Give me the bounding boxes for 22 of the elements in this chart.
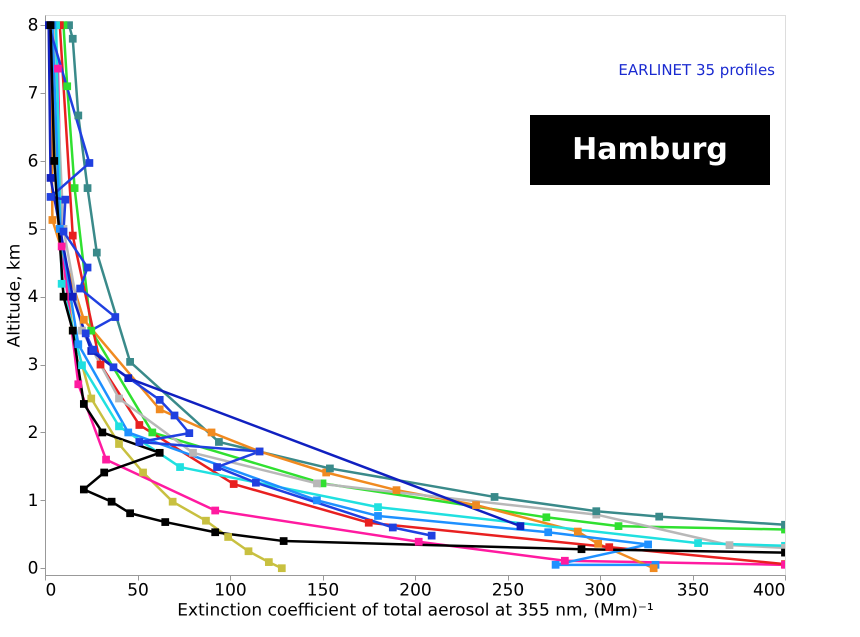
y-tick-label: 2	[28, 422, 38, 443]
x-tick-label: 350	[676, 580, 710, 600]
x-tick-label: 0	[46, 580, 56, 600]
x-tick-label: 200	[399, 580, 432, 600]
x-axis-title: Extinction coefficient of total aerosol at 355 nm, (Mm)⁻¹	[177, 600, 654, 620]
x-tick-label: 50	[127, 580, 149, 600]
annotation: EARLINET 35 profiles	[618, 61, 776, 79]
y-tick-label: 0	[28, 558, 38, 579]
y-tick-label: 5	[28, 219, 38, 240]
annotation: Hamburg	[572, 132, 728, 167]
y-axis-title: Altitude, km	[4, 244, 25, 348]
x-tick-label: 100	[214, 580, 247, 600]
y-tick-label: 4	[28, 287, 38, 308]
y-tick-label: 8	[28, 16, 38, 36]
y-tick-label: 6	[28, 151, 38, 172]
x-tick-label: 150	[306, 580, 340, 600]
x-tick-label: 400	[753, 580, 786, 600]
x-tick-label: 300	[584, 580, 617, 600]
y-tick-label: 7	[28, 84, 38, 104]
y-tick-label: 1	[28, 490, 38, 511]
y-tick-label: 3	[28, 355, 38, 376]
x-tick-label: 250	[492, 580, 524, 600]
